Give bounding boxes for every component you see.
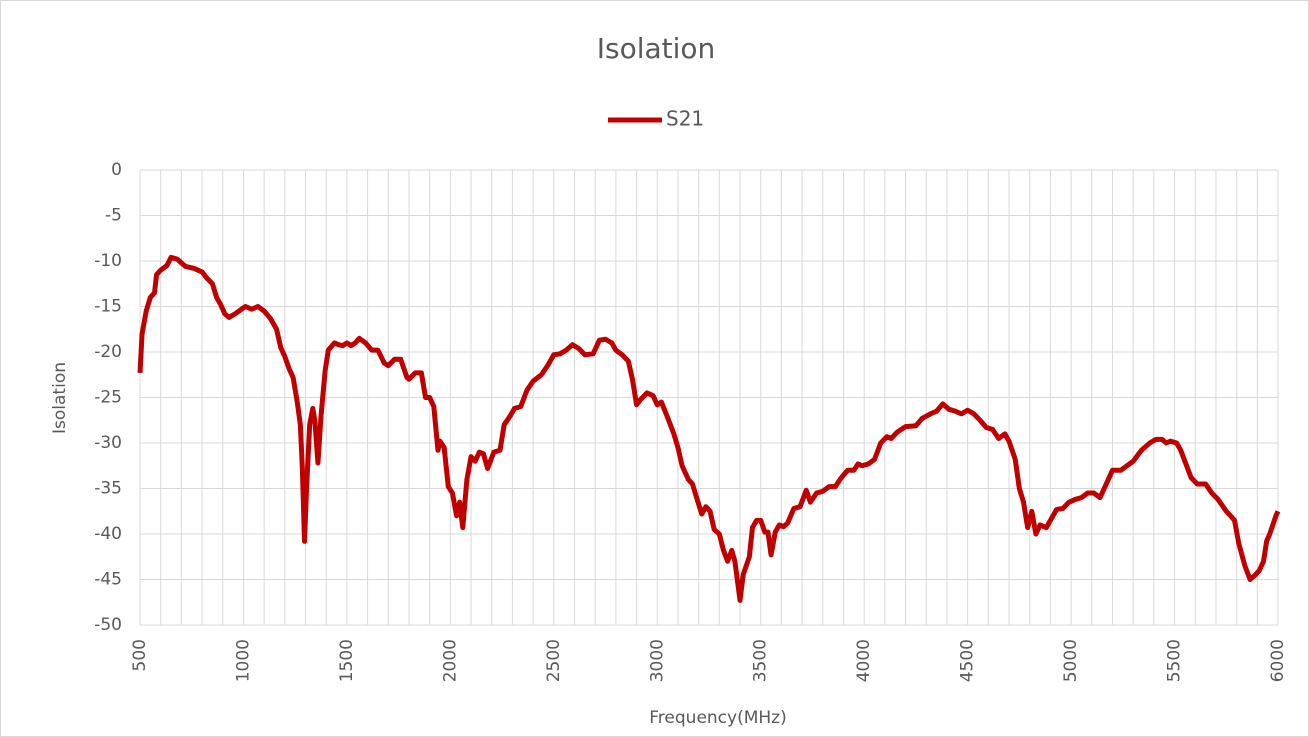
y-tick-label: -20 <box>94 342 122 362</box>
x-tick-label: 1000 <box>233 639 253 682</box>
x-tick-label: 3000 <box>647 639 667 682</box>
y-tick-label: -10 <box>94 251 122 271</box>
y-tick-label: -40 <box>94 524 122 544</box>
x-tick-label: 4000 <box>854 639 874 682</box>
x-tick-label: 2500 <box>544 639 564 682</box>
y-tick-label: -5 <box>105 206 122 226</box>
y-tick-label: 0 <box>111 160 122 180</box>
x-tick-label: 5500 <box>1165 639 1185 682</box>
x-tick-label: 4500 <box>958 639 978 682</box>
y-tick-label: -50 <box>94 615 122 635</box>
x-tick-label: 5000 <box>1061 639 1081 682</box>
y-tick-label: -25 <box>94 388 122 408</box>
x-tick-label: 2000 <box>440 639 460 682</box>
y-tick-label: -15 <box>94 297 122 317</box>
y-axis-title: Isolation <box>50 362 70 434</box>
x-tick-label: 500 <box>130 639 150 671</box>
y-tick-label: -35 <box>94 479 122 499</box>
x-tick-label: 1500 <box>337 639 357 682</box>
x-axis-title: Frequency(MHz) <box>649 708 786 728</box>
x-tick-label: 6000 <box>1268 639 1288 682</box>
y-tick-label: -30 <box>94 433 122 453</box>
legend-label: S21 <box>666 107 704 131</box>
x-tick-label: 3500 <box>751 639 771 682</box>
data-line <box>137 254 1281 603</box>
y-tick-label: -45 <box>94 570 122 590</box>
chart-title: Isolation <box>597 32 716 65</box>
